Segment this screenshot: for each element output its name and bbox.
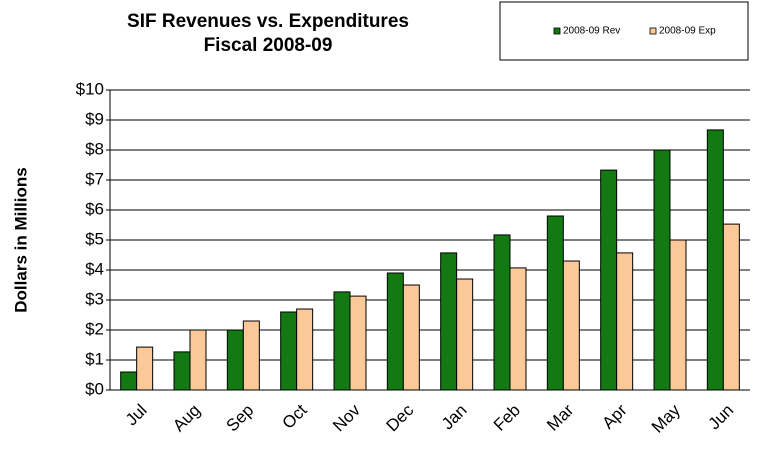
y-tick-label: $0: [85, 379, 104, 398]
y-tick-label: $5: [85, 229, 104, 248]
y-tick-label: $3: [85, 289, 104, 308]
x-tick-label: Jul: [122, 401, 151, 430]
bar: [600, 169, 618, 391]
x-tick-label: Jan: [438, 401, 471, 434]
bar: [280, 311, 298, 391]
y-tick-label: $8: [85, 139, 104, 158]
legend-label: 2008-09 Exp: [659, 26, 716, 37]
bar: [493, 234, 511, 391]
bar: [509, 267, 527, 391]
x-tick-label: Jun: [705, 401, 738, 434]
x-tick-label: May: [648, 400, 684, 436]
bar: [386, 272, 404, 391]
bar: [722, 223, 740, 391]
legend-swatch: [553, 27, 561, 35]
y-axis-label: Dollars in Millions: [11, 167, 30, 312]
bar: [296, 308, 314, 391]
bar: [226, 329, 244, 391]
bar: [402, 284, 420, 391]
x-tick-label: Apr: [599, 400, 631, 432]
y-tick-label: $9: [85, 109, 104, 128]
y-tick-label: $6: [85, 199, 104, 218]
x-tick-label: Dec: [383, 400, 418, 435]
x-tick-label: Aug: [169, 401, 204, 436]
bar: [546, 215, 564, 391]
x-tick-label: Nov: [329, 400, 364, 435]
y-tick-label: $10: [76, 79, 104, 98]
y-tick-label: $4: [85, 259, 104, 278]
bar: [616, 252, 634, 391]
x-tick-label: Feb: [490, 401, 524, 435]
bar: [349, 295, 367, 391]
legend-swatch: [649, 27, 657, 35]
x-tick-label: Oct: [279, 400, 311, 432]
x-tick-label: Sep: [223, 401, 258, 436]
y-tick-label: $7: [85, 169, 104, 188]
bar: [706, 129, 724, 391]
bar: [173, 351, 191, 391]
bar: [562, 260, 580, 391]
bar: [189, 329, 207, 391]
bar: [653, 149, 671, 391]
legend-box: [499, 1, 749, 61]
bar: [242, 320, 260, 391]
chart-subtitle: Fiscal 2008-09: [204, 35, 333, 56]
bar: [136, 346, 154, 391]
y-tick-label: $1: [85, 349, 104, 368]
legend-label: 2008-09 Rev: [563, 26, 620, 37]
x-tick-label: Mar: [543, 400, 577, 434]
bar: [440, 252, 458, 391]
bar: [669, 239, 687, 391]
chart-title: SIF Revenues vs. Expenditures: [127, 11, 409, 32]
bar: [120, 371, 138, 391]
bar: [456, 278, 474, 391]
y-tick-label: $2: [85, 319, 104, 338]
bar: [333, 291, 351, 391]
